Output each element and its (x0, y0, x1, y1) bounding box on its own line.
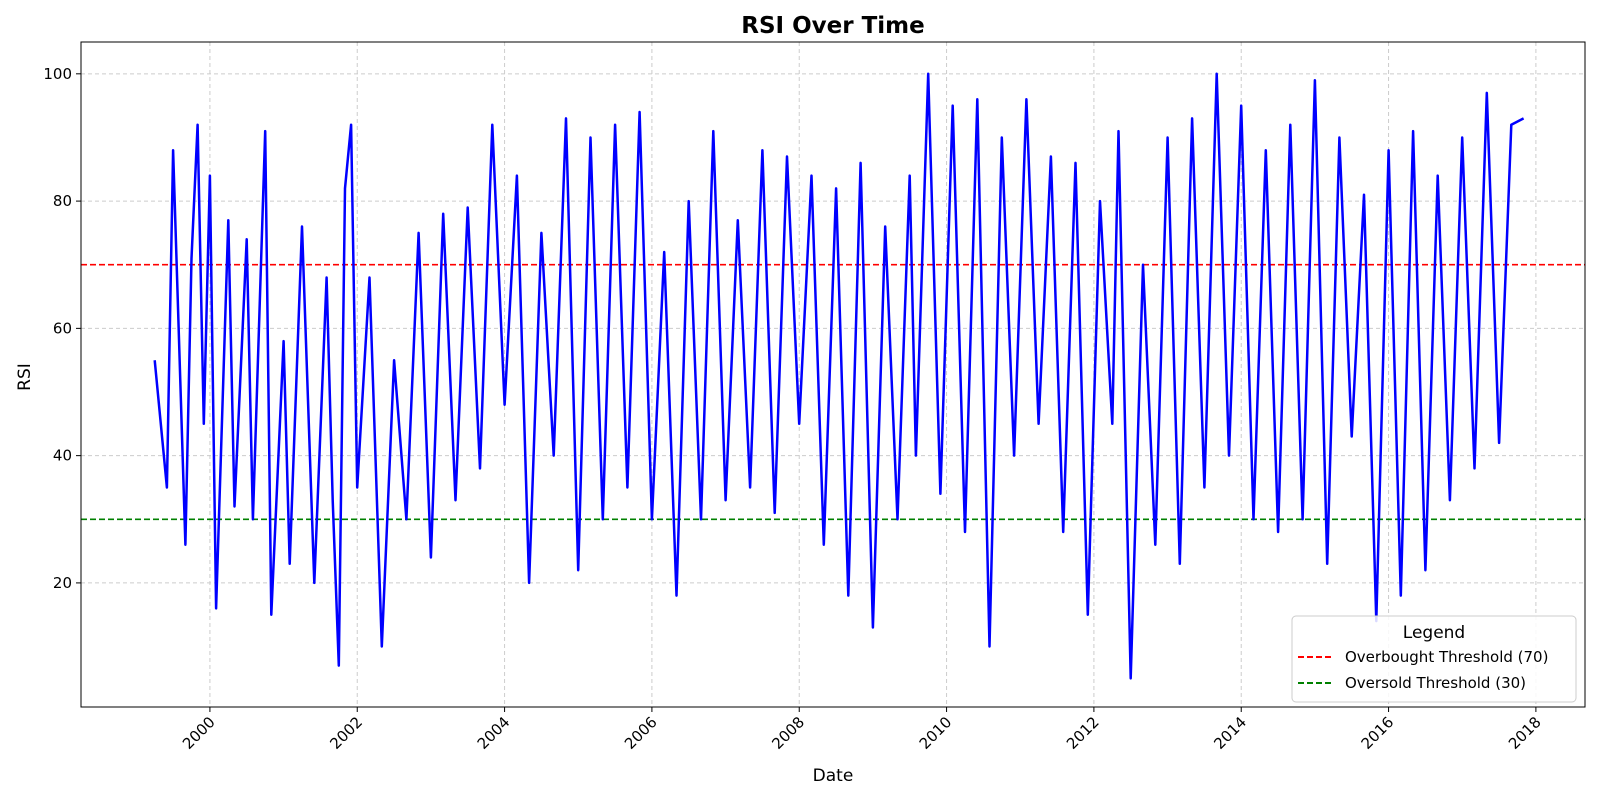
x-tick-label: 2010 (916, 713, 956, 753)
x-tick-label: 2012 (1063, 713, 1103, 753)
x-axis-label: Date (813, 766, 854, 786)
x-tick-label: 2018 (1505, 713, 1545, 753)
legend-overbought-label: Overbought Threshold (70) (1345, 648, 1548, 666)
x-axis-ticks: 2000 2002 2004 2006 2008 2010 2012 2014 2016 2018 (179, 707, 1545, 753)
x-tick-label: 2016 (1358, 713, 1398, 753)
legend-oversold-label: Oversold Threshold (30) (1345, 674, 1526, 692)
y-axis-label: RSI (15, 363, 35, 391)
rsi-series-line (153, 72, 1525, 680)
chart-title: RSI Over Time (741, 13, 924, 39)
y-axis-ticks: 20 40 60 80 100 (43, 65, 81, 592)
x-tick-label: 2004 (474, 713, 514, 753)
y-tick-label: 60 (53, 319, 72, 337)
y-tick-label: 40 (53, 447, 72, 465)
x-tick-label: 2000 (179, 713, 219, 753)
legend: Legend Overbought Threshold (70) Oversol… (1291, 615, 1577, 703)
legend-box (1291, 615, 1577, 703)
x-tick-label: 2008 (768, 713, 808, 753)
series-layer (153, 72, 1525, 680)
y-tick-label: 20 (53, 574, 72, 592)
x-tick-label: 2006 (621, 713, 661, 753)
x-tick-label: 2014 (1210, 713, 1250, 753)
x-tick-label: 2002 (326, 713, 366, 753)
legend-title: Legend (1403, 623, 1465, 643)
y-tick-label: 100 (43, 65, 72, 83)
plot-frame (80, 41, 1586, 708)
y-tick-label: 80 (53, 192, 72, 210)
